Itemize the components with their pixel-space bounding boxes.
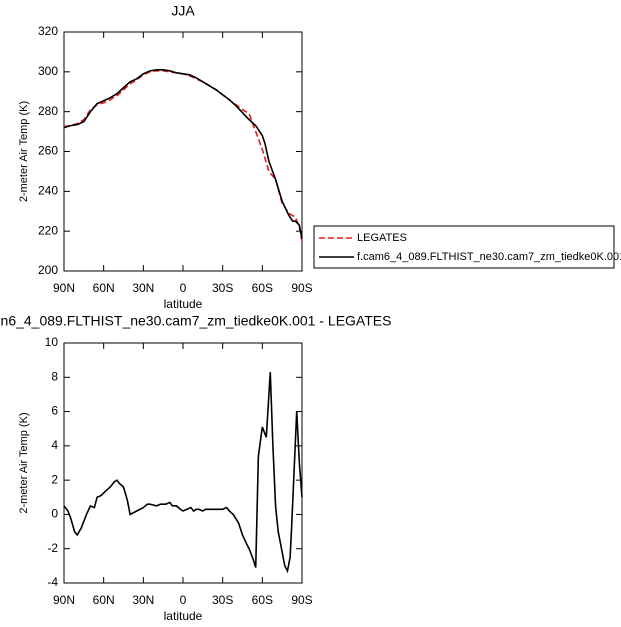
x-tick-label: 0 (180, 281, 187, 295)
y-tick-label: 4 (51, 438, 58, 452)
x-tick-label: 90S (291, 593, 312, 607)
series-line (63, 69, 303, 240)
x-tick-label: 0 (180, 593, 187, 607)
y-tick-label: 6 (51, 404, 58, 418)
plot-frame (63, 342, 303, 584)
y-tick-label: 220 (38, 223, 58, 237)
y-tick-label: 2 (51, 472, 58, 486)
y-tick-label: 320 (38, 24, 58, 38)
x-axis-label: latitude (164, 609, 203, 623)
y-tick-label: 260 (38, 144, 58, 158)
x-tick-label: 30N (132, 281, 154, 295)
chart-title: n6_4_089.FLTHIST_ne30.cam7_zm_tiedke0K.0… (1, 313, 392, 329)
x-tick-label: 60S (252, 281, 273, 295)
y-axis-label: 2-meter Air Temp (K) (18, 412, 30, 513)
x-tick-label: 90S (291, 281, 312, 295)
y-tick-label: 200 (38, 263, 58, 277)
y-tick-label: 240 (38, 184, 58, 198)
y-tick-label: 0 (51, 507, 58, 521)
y-tick-label: 10 (45, 335, 59, 349)
y-tick-label: 300 (38, 64, 58, 78)
legend-box (313, 225, 615, 269)
y-tick-label: -4 (47, 575, 58, 589)
y-tick-label: 8 (51, 369, 58, 383)
x-tick-label: 30S (212, 593, 233, 607)
y-tick-label: -2 (47, 541, 58, 555)
legend-label: LEGATES (357, 232, 407, 244)
x-axis-label: latitude (164, 297, 203, 311)
x-tick-label: 90N (53, 281, 75, 295)
x-tick-label: 60N (93, 593, 115, 607)
y-axis-label: 2-meter Air Temp (K) (18, 101, 30, 202)
series-line (63, 372, 303, 574)
chart-title: JJA (171, 3, 195, 19)
x-tick-label: 60N (93, 281, 115, 295)
x-tick-label: 30S (212, 281, 233, 295)
series-line (63, 70, 303, 242)
legend-label: f.cam6_4_089.FLTHIST_ne30.cam7_zm_tiedke… (357, 251, 621, 263)
x-tick-label: 60S (252, 593, 273, 607)
y-tick-label: 280 (38, 104, 58, 118)
x-tick-label: 90N (53, 593, 75, 607)
x-tick-label: 30N (132, 593, 154, 607)
